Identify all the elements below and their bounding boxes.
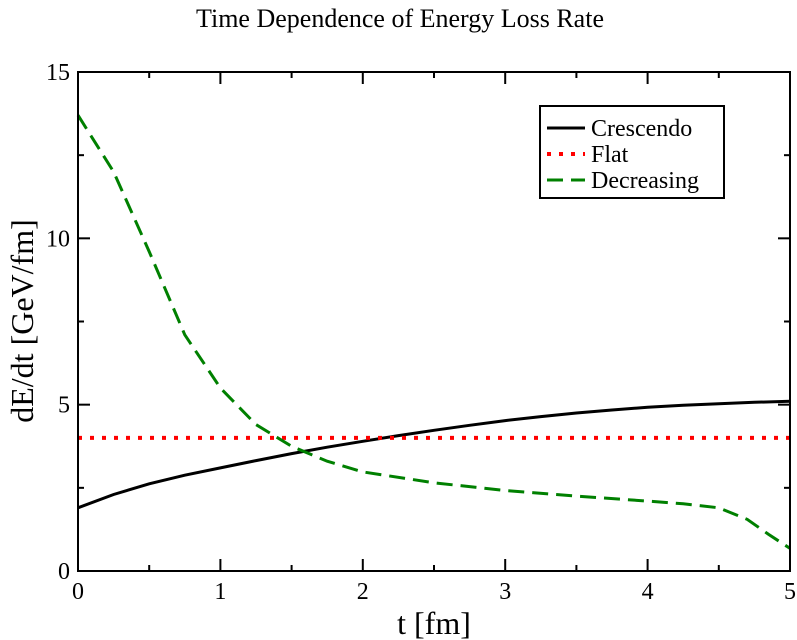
x-tick-label: 1 (214, 579, 226, 605)
x-axis-label: t [fm] (397, 605, 471, 640)
legend-label-crescendo: Crescendo (591, 116, 692, 142)
series-line-crescendo (77, 399, 791, 510)
x-tick-label: 0 (72, 579, 84, 605)
x-tick-label: 5 (784, 579, 796, 605)
y-tick-label: 10 (46, 226, 70, 252)
x-tick-label: 4 (642, 579, 654, 605)
legend-label-flat: Flat (591, 142, 629, 168)
y-axis-label: dE/dt [GeV/fm] (4, 219, 40, 423)
x-tick-label: 3 (499, 579, 511, 605)
series-line-decreasing (76, 114, 791, 550)
y-tick-label: 15 (46, 60, 70, 86)
legend-box (539, 105, 725, 199)
chart-title: Time Dependence of Energy Loss Rate (196, 4, 604, 33)
y-tick-label: 5 (58, 393, 70, 419)
y-tick-label: 0 (58, 559, 70, 585)
axes-layer: 0 1 2 3 4 5 0 5 10 15 (46, 60, 796, 605)
series-layer (76, 114, 791, 550)
legend-label-decreasing: Decreasing (591, 168, 699, 194)
x-tick-label: 2 (357, 579, 369, 605)
